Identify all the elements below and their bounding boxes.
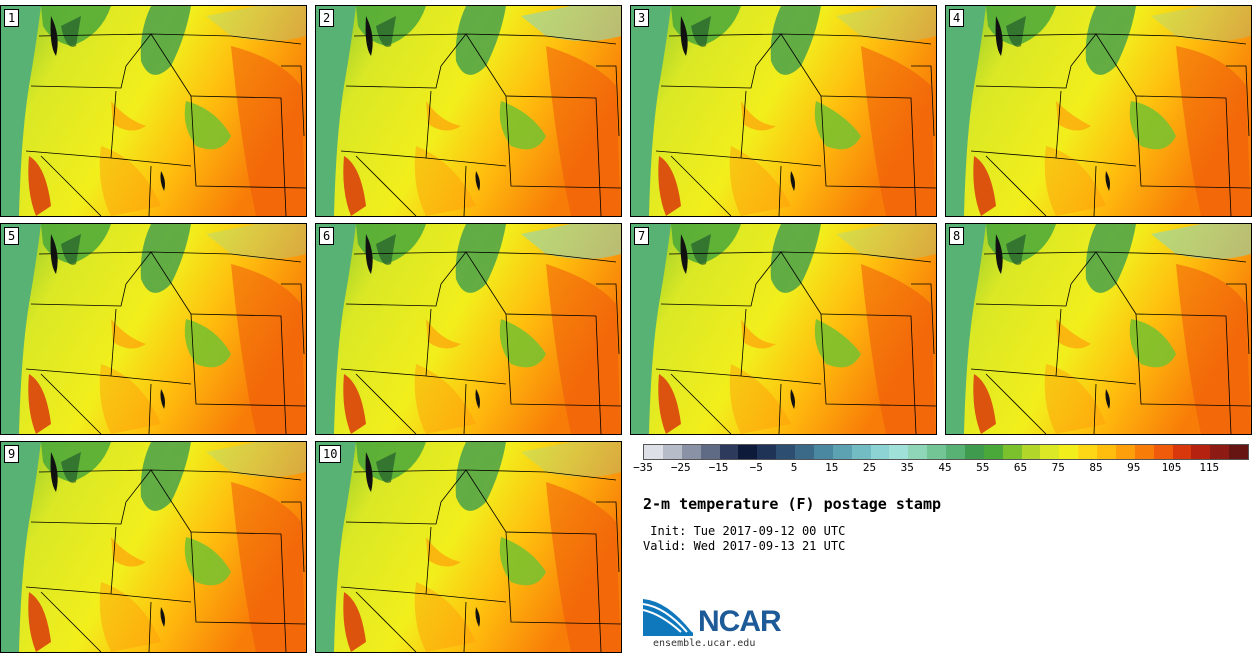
colorbar-tick-label: −35 [633,461,653,474]
temperature-map [946,6,1251,216]
colorbar-swatch [1210,445,1230,459]
colorbar-swatch [1002,445,1022,459]
member-number-label: 6 [319,227,335,245]
member-map-panel: 3 [630,5,937,217]
colorbar-swatch [1134,445,1154,459]
colorbar-tick-label: 115 [1199,461,1220,474]
member-map-panel: 6 [315,223,622,435]
init-time: Init: Tue 2017-09-12 00 UTC [643,524,846,538]
colorbar-swatch [757,445,777,459]
colorbar-swatch [738,445,758,459]
colorbar-swatch [813,445,833,459]
colorbar-swatch [700,445,720,459]
member-number-label: 7 [634,227,650,245]
member-number-label: 9 [4,445,20,463]
colorbar-tick-label: −15 [708,461,729,474]
temperature-map [631,6,936,216]
temperature-map [316,6,621,216]
colorbar-tick-label: 75 [1051,461,1065,474]
member-number-label: 3 [634,9,650,27]
colorbar-swatch [681,445,701,459]
colorbar-swatch [1153,445,1173,459]
member-number-label: 1 [4,9,20,27]
colorbar-swatch [776,445,795,459]
member-number-label: 10 [319,445,342,463]
colorbar-tick-label: 85 [1089,461,1103,474]
ncar-logo-text: NCAR [698,605,782,638]
colorbar-swatch [1059,445,1079,459]
colorbar-swatch [889,445,909,459]
colorbar-swatch [927,445,946,459]
member-map-panel: 9 [0,441,307,653]
website-url: ensemble.ucar.edu [653,638,756,649]
colorbar [643,444,1249,460]
chart-title: 2-m temperature (F) postage stamp [643,495,942,513]
colorbar-tick-label: −5 [749,461,763,474]
ncar-logo-icon [643,597,694,636]
member-number-label: 4 [949,9,965,27]
temperature-map [1,442,306,652]
member-map-panel: 8 [945,223,1252,435]
colorbar-swatch [1078,445,1097,459]
colorbar-tick-label: 35 [900,461,914,474]
colorbar-tick-label: 5 [790,461,798,474]
colorbar-tick-label: −25 [670,461,691,474]
colorbar-swatch [1097,445,1116,459]
colorbar-swatch [1021,445,1041,459]
temperature-map [631,224,936,434]
member-number-label: 2 [319,9,335,27]
colorbar-swatch [964,445,984,459]
colorbar-tick-labels: −35 −25 −15 −5 5 15 25 35 45 55 65 75 85 95 105 115 [633,461,1249,475]
colorbar-swatch [1191,445,1211,459]
temperature-map [1,6,306,216]
colorbar-swatch [1115,445,1135,459]
temperature-map [316,442,621,652]
colorbar-swatch [908,445,928,459]
member-map-panel: 7 [630,223,937,435]
member-number-label: 8 [949,227,965,245]
colorbar-swatch [1040,445,1060,459]
member-map-panel: 5 [0,223,307,435]
colorbar-tick-label: 25 [862,461,877,474]
colorbar-swatch [946,445,965,459]
colorbar-swatch [832,445,852,459]
colorbar-tick-label: 55 [976,461,990,474]
colorbar-swatch [719,445,739,459]
member-map-panel: 2 [315,5,622,217]
colorbar-tick-label: 15 [825,461,839,474]
temperature-map [946,224,1251,434]
temperature-map [316,224,621,434]
member-map-panel: 1 [0,5,307,217]
colorbar-swatch [983,445,1003,459]
colorbar-swatch [795,445,814,459]
colorbar-swatch [644,445,663,459]
member-number-label: 5 [4,227,20,245]
valid-time: Valid: Wed 2017-09-13 21 UTC [643,539,846,553]
colorbar-swatch [1172,445,1192,459]
temperature-map [1,224,306,434]
member-map-panel: 4 [945,5,1252,217]
colorbar-swatch [870,445,890,459]
colorbar-swatch [662,445,682,459]
colorbar-tick-label: 105 [1161,461,1182,474]
colorbar-swatch [851,445,871,459]
colorbar-tick-label: 95 [1127,461,1141,474]
colorbar-swatch [1229,445,1248,459]
member-map-panel: 10 [315,441,622,653]
colorbar-tick-label: 45 [938,461,952,474]
colorbar-tick-label: 65 [1013,461,1028,474]
